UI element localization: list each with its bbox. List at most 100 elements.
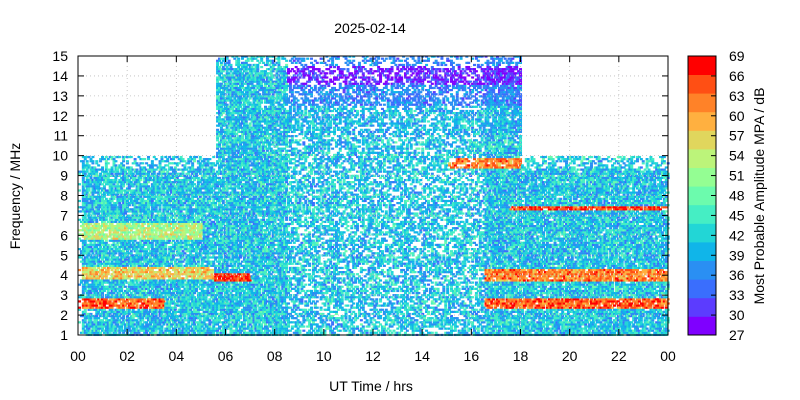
heatmap-cell bbox=[183, 283, 187, 286]
heatmap-cell bbox=[87, 233, 91, 236]
heatmap-cell bbox=[179, 245, 183, 249]
heatmap-cell bbox=[162, 170, 166, 173]
heatmap-cell bbox=[116, 212, 120, 215]
heatmap-cell bbox=[112, 264, 116, 267]
heatmap-cell bbox=[177, 178, 181, 182]
heatmap-cell bbox=[89, 317, 93, 320]
heatmap-cell bbox=[187, 254, 191, 257]
heatmap-cell bbox=[147, 199, 151, 203]
heatmap-cell bbox=[158, 289, 162, 293]
heatmap-cell bbox=[114, 243, 118, 247]
heatmap-cell bbox=[112, 258, 116, 261]
heatmap-cell bbox=[122, 195, 126, 198]
heatmap-cell bbox=[179, 181, 183, 184]
heatmap-cell bbox=[95, 310, 99, 313]
heatmap-cell bbox=[164, 275, 168, 278]
heatmap-cell bbox=[171, 155, 175, 159]
heatmap-cell bbox=[166, 195, 170, 198]
heatmap-cell bbox=[208, 197, 212, 200]
heatmap-cell bbox=[118, 164, 122, 167]
heatmap-cell bbox=[135, 310, 139, 313]
heatmap-cell bbox=[175, 178, 179, 182]
heatmap-cell bbox=[114, 195, 118, 198]
heatmap-cell bbox=[187, 317, 191, 320]
heatmap-cell bbox=[179, 260, 183, 263]
heatmap-cell bbox=[125, 323, 129, 326]
heatmap-cell bbox=[95, 256, 99, 259]
heatmap-cell bbox=[141, 317, 145, 320]
heatmap-cell bbox=[150, 237, 154, 240]
heatmap-cell bbox=[106, 206, 110, 209]
heatmap-cell bbox=[177, 248, 181, 251]
heatmap-cell bbox=[181, 300, 185, 303]
heatmap-cell bbox=[160, 300, 164, 303]
heatmap-cell bbox=[145, 178, 149, 182]
heatmap-cell bbox=[148, 189, 152, 192]
heatmap-cell bbox=[122, 298, 126, 301]
heatmap-cell bbox=[78, 170, 81, 173]
heatmap-cell bbox=[108, 229, 112, 232]
heatmap-cell bbox=[170, 220, 174, 224]
heatmap-cell bbox=[118, 308, 122, 311]
heatmap-cell bbox=[106, 191, 110, 194]
heatmap-cell bbox=[168, 287, 172, 290]
heatmap-cell bbox=[150, 225, 154, 228]
heatmap-cell bbox=[214, 201, 218, 205]
heatmap-cell bbox=[175, 235, 179, 238]
heatmap-cell bbox=[106, 172, 110, 175]
heatmap-cell bbox=[108, 233, 112, 236]
heatmap-cell bbox=[87, 245, 91, 249]
heatmap-cell bbox=[198, 302, 202, 305]
heatmap-cell bbox=[168, 275, 172, 278]
heatmap-cell bbox=[152, 183, 156, 186]
heatmap-cell bbox=[97, 233, 101, 236]
heatmap-cell bbox=[164, 245, 168, 249]
heatmap-cell bbox=[99, 160, 103, 163]
heatmap-cell bbox=[187, 187, 191, 190]
heatmap-cell bbox=[189, 306, 193, 309]
heatmap-cell bbox=[158, 168, 162, 171]
heatmap-cell bbox=[101, 256, 105, 259]
heatmap-cell bbox=[162, 212, 166, 215]
heatmap-cell bbox=[99, 227, 103, 230]
heatmap-cell bbox=[193, 237, 197, 240]
heatmap-cell bbox=[187, 250, 191, 253]
heatmap-cell bbox=[183, 174, 187, 177]
heatmap-cell bbox=[156, 310, 160, 313]
heatmap-cell bbox=[99, 289, 103, 293]
heatmap-cell bbox=[101, 222, 105, 226]
heatmap-cell bbox=[162, 250, 166, 253]
heatmap-cell bbox=[183, 329, 187, 332]
heatmap-cell bbox=[150, 285, 154, 288]
heatmap-cell bbox=[196, 266, 200, 270]
heatmap-cell bbox=[164, 294, 168, 297]
heatmap-cell bbox=[164, 210, 168, 213]
heatmap-cell bbox=[122, 273, 126, 276]
heatmap-cell bbox=[102, 312, 106, 316]
heatmap-cell bbox=[91, 279, 95, 282]
heatmap-cell bbox=[124, 168, 128, 171]
heatmap-cell bbox=[124, 233, 128, 236]
heatmap-cell bbox=[124, 191, 128, 194]
heatmap-cell bbox=[108, 239, 112, 242]
heatmap-cell bbox=[168, 199, 172, 203]
heatmap-cell bbox=[143, 252, 147, 255]
heatmap-cell bbox=[97, 208, 101, 211]
heatmap-cell bbox=[85, 296, 89, 299]
heatmap-cell bbox=[164, 310, 168, 313]
heatmap-cell bbox=[135, 181, 139, 184]
heatmap-cell bbox=[177, 327, 181, 330]
heatmap-cell bbox=[181, 331, 185, 334]
heatmap-cell bbox=[154, 296, 158, 299]
heatmap-cell bbox=[208, 323, 212, 326]
heatmap-cell bbox=[89, 260, 93, 263]
heatmap-cell bbox=[112, 193, 116, 196]
heatmap-cell bbox=[194, 189, 198, 192]
heatmap-cell bbox=[91, 229, 95, 232]
heatmap-cell bbox=[198, 241, 202, 244]
heatmap-cell bbox=[95, 264, 99, 267]
heatmap-cell bbox=[189, 210, 193, 213]
heatmap-cell bbox=[124, 256, 128, 259]
heatmap-cell bbox=[185, 250, 189, 253]
heatmap-cell bbox=[87, 212, 91, 215]
